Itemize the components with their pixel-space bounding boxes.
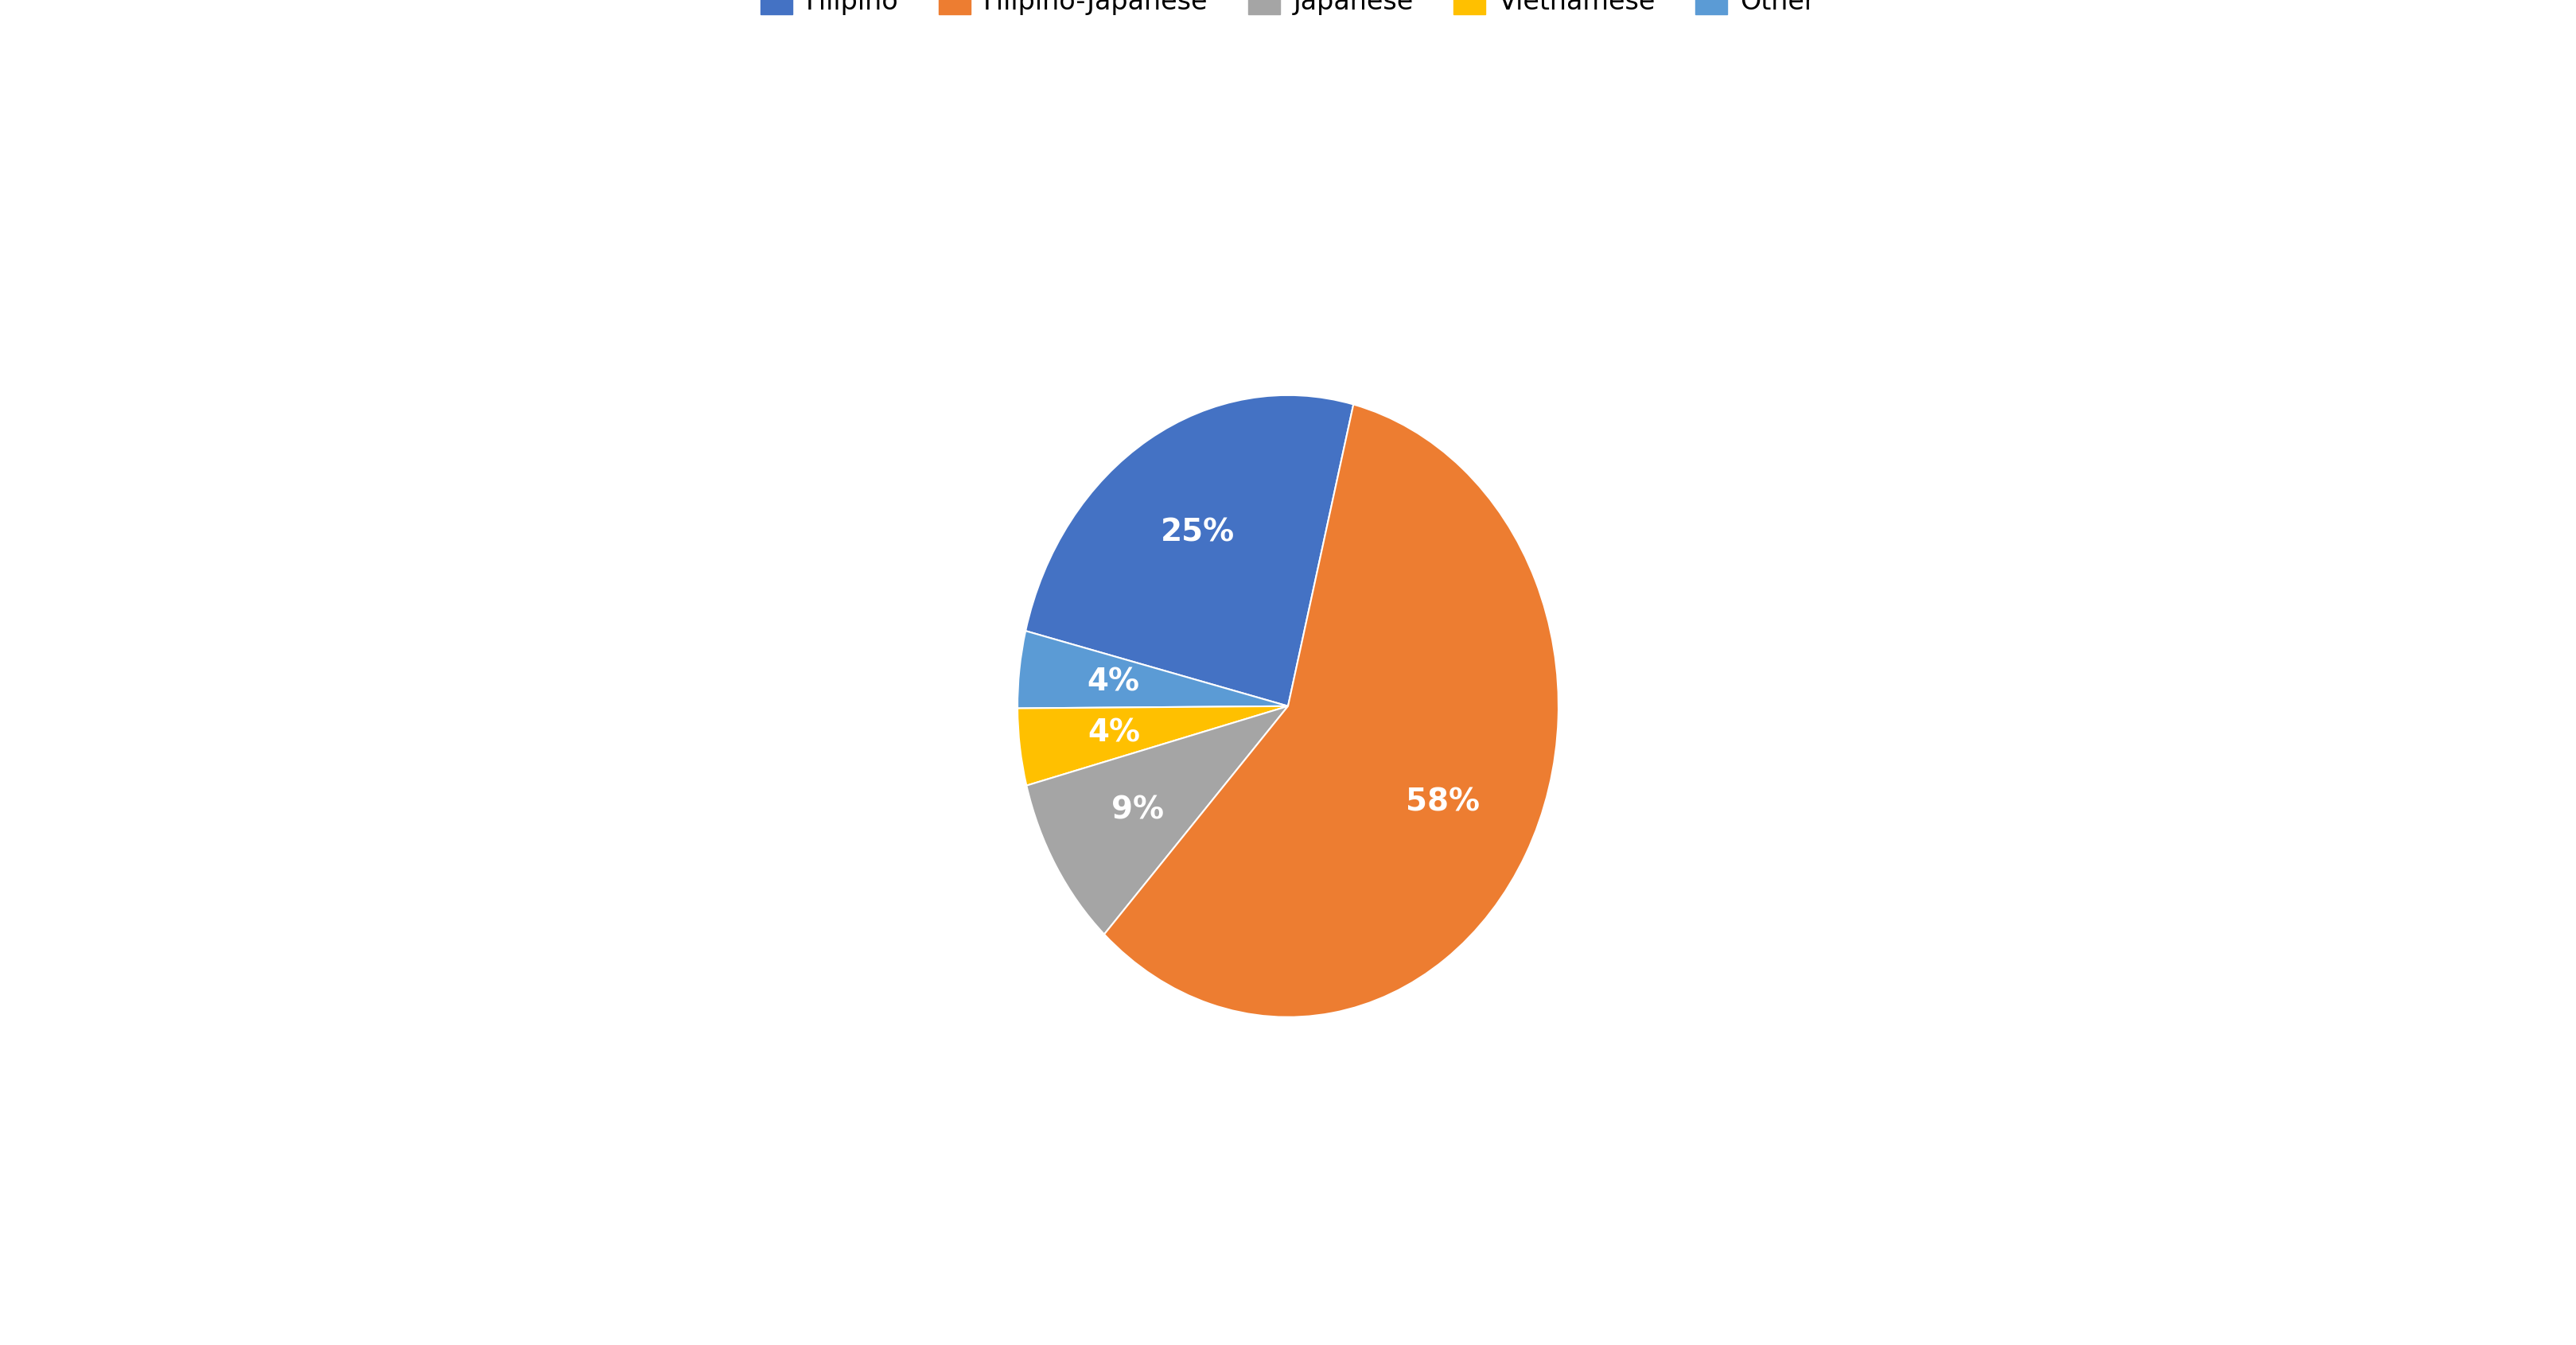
Wedge shape	[1018, 706, 1288, 785]
Wedge shape	[1025, 395, 1352, 706]
Text: 25%: 25%	[1159, 518, 1234, 547]
Legend: Filipino, Filipino-Japanese, Japanese, Vietnamese, Other: Filipino, Filipino-Japanese, Japanese, V…	[750, 0, 1826, 26]
Wedge shape	[1018, 631, 1288, 709]
Text: 4%: 4%	[1087, 718, 1141, 748]
Text: 9%: 9%	[1110, 795, 1164, 826]
Wedge shape	[1025, 706, 1288, 935]
Wedge shape	[1105, 405, 1558, 1017]
Text: 4%: 4%	[1087, 667, 1139, 697]
Text: 58%: 58%	[1406, 787, 1479, 818]
